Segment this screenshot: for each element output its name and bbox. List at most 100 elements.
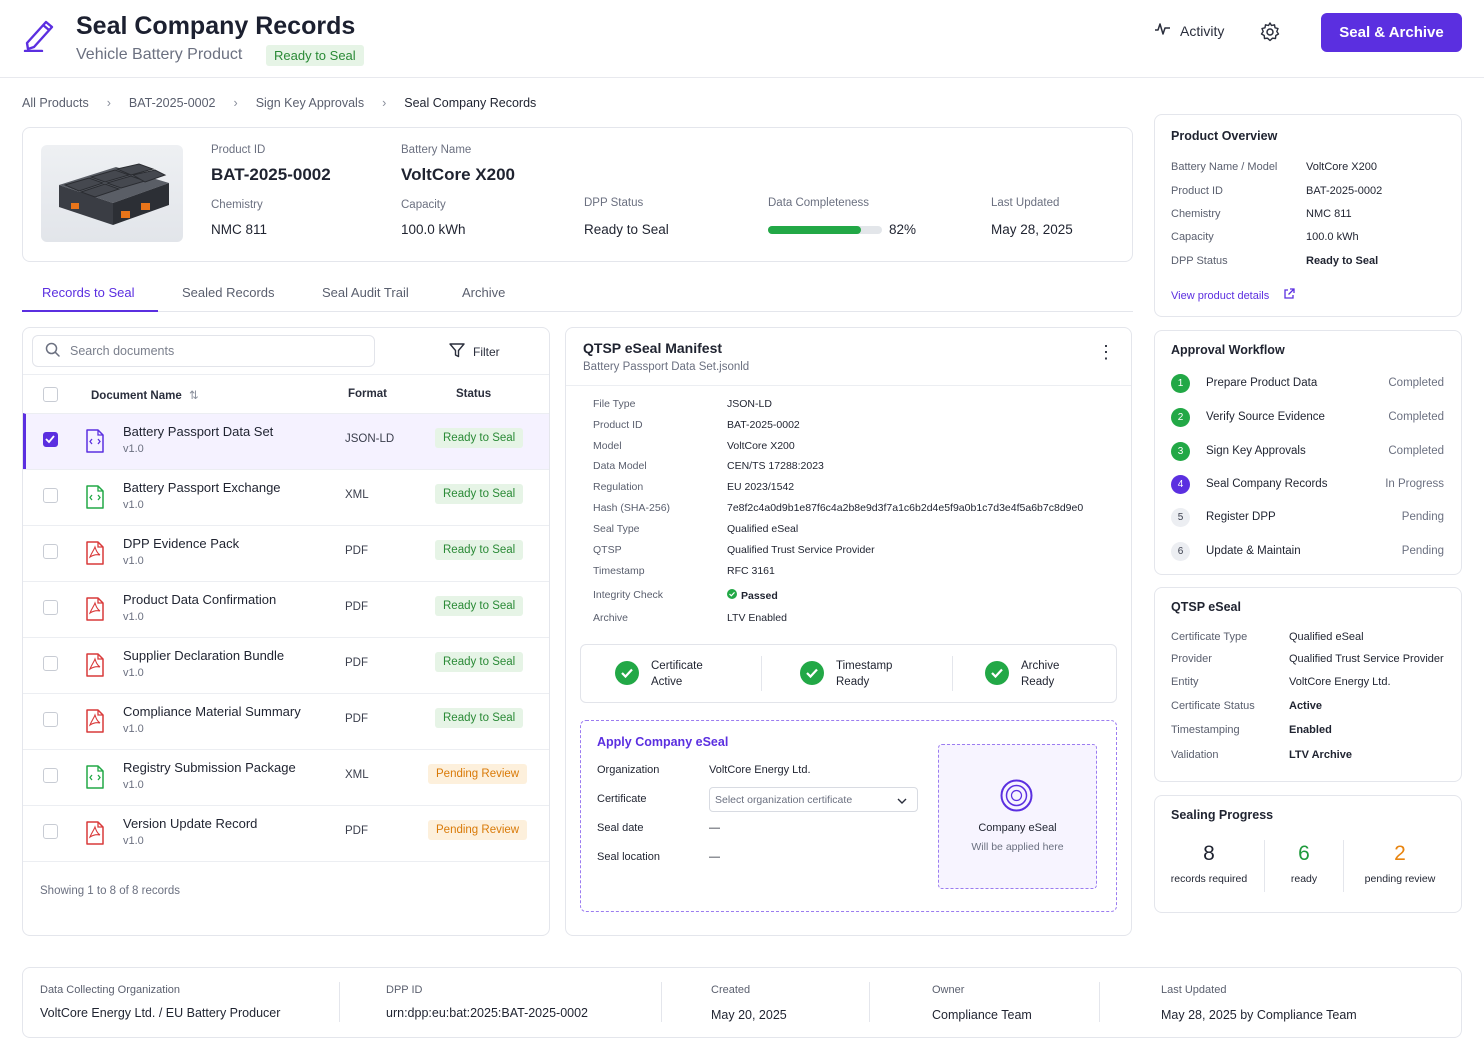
- col-document-name-label: Document Name: [91, 390, 182, 402]
- table-row[interactable]: Product Data Confirmation v1.0 PDF Ready to…: [23, 581, 549, 637]
- check-status: Active: [651, 676, 683, 688]
- breadcrumb-product[interactable]: BAT-2025-0002: [128, 96, 216, 110]
- row-checkbox[interactable]: [43, 768, 58, 783]
- row-checkbox[interactable]: [43, 824, 58, 839]
- check-divider: [761, 656, 762, 691]
- qtsp-eseal-card: [1154, 587, 1462, 782]
- table-row[interactable]: Battery Passport Exchange v1.0 XML Ready to…: [23, 469, 549, 525]
- completeness-label: Data Completeness: [768, 197, 869, 209]
- sealing-progress-card: [1154, 795, 1462, 913]
- status-badge: Ready to Seal: [435, 708, 524, 728]
- step-name[interactable]: Update & Maintain: [1206, 545, 1301, 557]
- chevron-right-icon: ›: [382, 96, 387, 110]
- step-name[interactable]: Prepare Product Data: [1206, 377, 1318, 389]
- activity-label: Activity: [1180, 22, 1225, 39]
- document-format: PDF: [345, 713, 368, 725]
- document-name: Compliance Material Summary: [123, 704, 301, 719]
- row-checkbox[interactable]: [43, 432, 58, 447]
- records-pending-label: pending review: [1364, 873, 1436, 885]
- breadcrumb-approvals[interactable]: Sign Key Approvals: [255, 96, 365, 110]
- manifest-field-value: VoltCore X200: [727, 440, 795, 452]
- certificate-select-value: Select organization certificate: [715, 793, 853, 806]
- more-options-icon[interactable]: ⋮: [1097, 342, 1115, 362]
- document-version: v1.0: [123, 667, 144, 679]
- status-badge: Ready to Seal: [266, 45, 364, 66]
- organization-label: Organization: [597, 764, 660, 776]
- footer-dpp-label: DPP ID: [386, 984, 423, 996]
- pdf-file-icon: [85, 541, 105, 568]
- tab-archive[interactable]: Archive: [462, 285, 506, 300]
- readiness-checks: [580, 644, 1117, 703]
- seal-archive-button[interactable]: Seal & Archive: [1321, 13, 1462, 52]
- seal-date-value: —: [709, 822, 720, 834]
- completeness-value: 82%: [889, 222, 917, 237]
- app-header: Seal Company Records Vehicle Battery Pro…: [0, 0, 1484, 78]
- activity-button[interactable]: Activity: [1154, 22, 1224, 39]
- step-status: Completed: [1388, 445, 1444, 457]
- step-name[interactable]: Seal Company Records: [1206, 478, 1328, 490]
- col-document-name[interactable]: Document Name ⇅: [91, 388, 199, 402]
- table-row[interactable]: DPP Evidence Pack v1.0 PDF Ready to Seal: [23, 525, 549, 581]
- footer-updated-value: May 28, 2025 by Compliance Team: [1161, 1008, 1357, 1022]
- check-circle-icon: [615, 661, 639, 685]
- step-number: 1: [1171, 374, 1190, 393]
- pdf-file-icon: [85, 821, 105, 848]
- filter-button[interactable]: Filter: [449, 343, 500, 361]
- overview-label: Battery Name / Model: [1171, 161, 1278, 173]
- active-tab-indicator: [22, 310, 158, 312]
- certificate-select[interactable]: Select organization certificate: [709, 787, 918, 812]
- manifest-title: QTSP eSeal Manifest: [583, 340, 723, 356]
- document-version: v1.0: [123, 611, 144, 623]
- integrity-check-value: Passed: [727, 589, 778, 602]
- search-input[interactable]: [70, 344, 350, 358]
- overview-value: BAT-2025-0002: [1306, 185, 1383, 197]
- capacity-label: Capacity: [401, 199, 446, 211]
- tab-seal-audit-trail[interactable]: Seal Audit Trail: [322, 285, 409, 300]
- pdf-file-icon: [85, 653, 105, 680]
- status-badge: Ready to Seal: [435, 596, 524, 616]
- xml-file-icon: [85, 485, 105, 512]
- qtsp-label: Entity: [1171, 676, 1199, 688]
- breadcrumb-current: Seal Company Records: [404, 96, 537, 110]
- step-name[interactable]: Sign Key Approvals: [1206, 445, 1306, 457]
- row-checkbox[interactable]: [43, 656, 58, 671]
- select-all-checkbox[interactable]: [43, 387, 58, 402]
- row-checkbox[interactable]: [43, 600, 58, 615]
- footer-org-label: Data Collecting Organization: [40, 984, 181, 996]
- check-title: Certificate: [651, 660, 703, 672]
- breadcrumb-all-products[interactable]: All Products: [22, 96, 89, 110]
- eseal-drop-zone[interactable]: [938, 744, 1097, 889]
- check-status: Ready: [1021, 676, 1055, 688]
- page-title: Seal Company Records: [76, 12, 356, 40]
- product-id-value: BAT-2025-0002: [211, 165, 331, 184]
- manifest-field-value: BAT-2025-0002: [727, 419, 800, 431]
- table-row[interactable]: Compliance Material Summary v1.0 PDF Ready …: [23, 693, 549, 749]
- gear-icon[interactable]: [1259, 21, 1281, 46]
- overview-title: Product Overview: [1171, 129, 1278, 143]
- step-name[interactable]: Register DPP: [1206, 511, 1276, 523]
- table-row[interactable]: Version Update Record v1.0 PDF Pending Revi…: [23, 805, 549, 861]
- table-row[interactable]: Supplier Declaration Bundle v1.0 PDF Ready …: [23, 637, 549, 693]
- seal-location-label: Seal location: [597, 851, 660, 863]
- row-checkbox[interactable]: [43, 488, 58, 503]
- sort-icon: ⇅: [188, 390, 199, 402]
- document-format: PDF: [345, 545, 368, 557]
- status-badge: Pending Review: [428, 764, 528, 784]
- step-status: Pending: [1401, 545, 1444, 557]
- step-name[interactable]: Verify Source Evidence: [1206, 411, 1325, 423]
- product-overview-card: [1154, 114, 1462, 317]
- step-number: 4: [1171, 475, 1190, 494]
- tab-records-to-seal[interactable]: Records to Seal: [42, 285, 135, 300]
- status-badge: Pending Review: [428, 820, 528, 840]
- tab-sealed-records[interactable]: Sealed Records: [182, 285, 275, 300]
- page-subtitle: Vehicle Battery Product: [76, 46, 243, 63]
- table-row[interactable]: Battery Passport Data Set v1.0 JSON-LD Read…: [23, 413, 549, 469]
- records-ready-label: ready: [1290, 873, 1318, 885]
- footer-divider: [1099, 982, 1100, 1022]
- view-product-details-link[interactable]: View product details: [1171, 288, 1295, 303]
- table-row[interactable]: Registry Submission Package v1.0 XML Pendin…: [23, 749, 549, 805]
- row-checkbox[interactable]: [43, 544, 58, 559]
- row-checkbox[interactable]: [43, 712, 58, 727]
- manifest-field-value: CEN/TS 17288:2023: [727, 460, 824, 472]
- seal-icon: [999, 778, 1034, 816]
